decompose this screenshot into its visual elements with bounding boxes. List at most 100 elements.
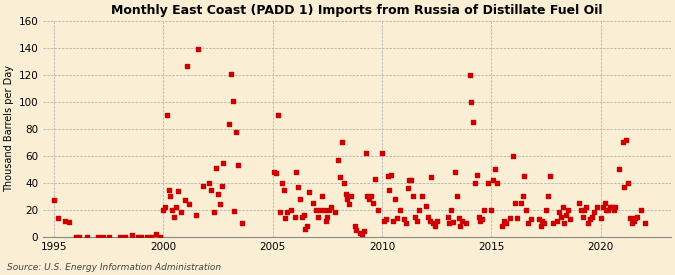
Point [486, 208, 497, 212]
Point [211, 166, 221, 170]
Point [377, 151, 387, 155]
Point [233, 163, 244, 167]
Point [70, 235, 81, 239]
Point [421, 204, 431, 208]
Point [488, 178, 499, 182]
Point [583, 221, 593, 226]
Point [477, 217, 487, 221]
Point [161, 113, 172, 118]
Point [198, 183, 209, 188]
Point [313, 214, 323, 219]
Point [382, 174, 393, 178]
Y-axis label: Thousand Barrels per Day: Thousand Barrels per Day [4, 65, 14, 192]
Point [608, 208, 619, 212]
Point [159, 205, 170, 209]
Point [422, 214, 433, 219]
Point [526, 217, 537, 221]
Point [282, 210, 293, 215]
Point [163, 187, 174, 192]
Point [367, 201, 378, 205]
Point [599, 201, 610, 205]
Point [588, 210, 599, 215]
Point [473, 214, 484, 219]
Point [340, 191, 351, 196]
Point [296, 214, 307, 219]
Point [389, 197, 400, 201]
Point [169, 214, 180, 219]
Point [400, 221, 411, 226]
Point [491, 181, 502, 185]
Point [158, 208, 169, 212]
Point [504, 216, 515, 220]
Point [586, 214, 597, 219]
Point [291, 170, 302, 174]
Point [273, 113, 284, 118]
Point [381, 217, 392, 221]
Point [98, 235, 109, 239]
Point [512, 216, 522, 220]
Point [171, 205, 182, 209]
Point [165, 194, 176, 199]
Point [579, 208, 590, 212]
Point [460, 221, 471, 226]
Point [386, 172, 397, 177]
Point [320, 218, 331, 223]
Point [543, 194, 554, 199]
Point [585, 217, 595, 221]
Point [413, 208, 424, 212]
Point [81, 235, 92, 239]
Point [216, 183, 227, 188]
Point [271, 171, 281, 175]
Point [269, 170, 280, 174]
Point [497, 224, 508, 228]
Point [358, 229, 369, 233]
Point [349, 224, 360, 228]
Point [209, 210, 219, 215]
Point [426, 175, 437, 180]
Point [322, 214, 333, 219]
Point [431, 218, 442, 223]
Point [453, 216, 464, 220]
Point [351, 228, 362, 232]
Point [595, 216, 606, 220]
Point [554, 210, 564, 215]
Point [450, 170, 460, 174]
Point [379, 218, 389, 223]
Point [621, 138, 632, 142]
Point [522, 221, 533, 226]
Point [517, 194, 528, 199]
Point [293, 185, 304, 189]
Point [444, 221, 455, 226]
Point [559, 221, 570, 226]
Point [227, 98, 238, 103]
Point [384, 187, 395, 192]
Point [455, 224, 466, 228]
Point [603, 208, 614, 212]
Point [311, 208, 322, 212]
Point [192, 47, 203, 52]
Point [597, 205, 608, 209]
Point [114, 235, 125, 239]
Point [329, 210, 340, 215]
Point [574, 201, 585, 205]
Point [342, 197, 353, 201]
Point [442, 214, 453, 219]
Point [404, 178, 415, 182]
Point [475, 218, 486, 223]
Point [635, 208, 646, 212]
Point [182, 63, 192, 68]
Point [298, 213, 309, 217]
Point [307, 201, 318, 205]
Point [337, 140, 348, 145]
Point [142, 235, 153, 239]
Point [286, 208, 296, 212]
Point [410, 214, 421, 219]
Point [416, 194, 427, 199]
Point [564, 217, 575, 221]
Point [551, 218, 562, 223]
Point [626, 221, 637, 226]
Point [639, 221, 650, 226]
Point [575, 208, 586, 212]
Point [355, 230, 366, 235]
Point [373, 208, 383, 212]
